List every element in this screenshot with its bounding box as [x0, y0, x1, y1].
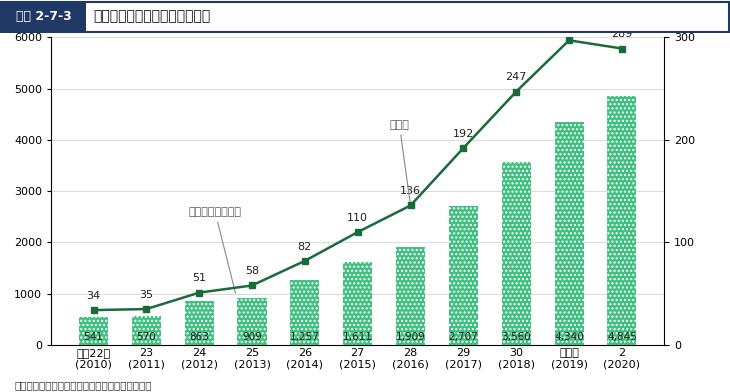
Bar	[237, 298, 266, 345]
Text: 110: 110	[347, 213, 368, 223]
FancyBboxPatch shape	[1, 2, 729, 32]
Bar	[132, 316, 161, 345]
Text: 資料：財務省「貿易統計」を基に農林水産省作成: 資料：財務省「貿易統計」を基に農林水産省作成	[15, 380, 152, 390]
Text: 34: 34	[86, 291, 101, 301]
Text: 1,257: 1,257	[290, 332, 320, 342]
FancyBboxPatch shape	[2, 3, 86, 31]
Text: 909: 909	[242, 332, 262, 342]
Text: 863: 863	[189, 332, 209, 342]
Bar	[502, 162, 531, 345]
Bar	[607, 96, 637, 345]
Text: 我が国の牛肉の輸出量と輸出額: 我が国の牛肉の輸出量と輸出額	[93, 10, 211, 24]
Text: 35: 35	[139, 290, 153, 300]
Text: 4,340: 4,340	[554, 332, 584, 342]
Bar	[185, 301, 214, 345]
Bar	[396, 247, 425, 345]
Text: 輸出額（右目盛）: 輸出額（右目盛）	[188, 207, 242, 293]
Text: 4,845: 4,845	[607, 332, 637, 342]
Bar	[449, 206, 478, 345]
Bar	[343, 262, 372, 345]
Text: 58: 58	[245, 266, 259, 276]
Text: 2,707: 2,707	[448, 332, 478, 342]
Text: t: t	[2, 9, 7, 22]
Text: 136: 136	[400, 186, 421, 196]
Text: 51: 51	[192, 273, 206, 283]
Text: 輸出量: 輸出量	[389, 120, 410, 203]
Text: 297: 297	[558, 21, 580, 31]
Bar	[79, 317, 108, 345]
Text: 192: 192	[453, 129, 474, 139]
Text: 図表 2-7-3: 図表 2-7-3	[16, 10, 72, 23]
Text: 541: 541	[83, 332, 104, 342]
Text: 3,560: 3,560	[502, 332, 531, 342]
Text: 289: 289	[611, 29, 633, 39]
Text: 1,909: 1,909	[396, 332, 426, 342]
Text: 570: 570	[137, 332, 156, 342]
Text: 247: 247	[506, 73, 527, 82]
Text: 82: 82	[298, 241, 312, 252]
Text: 1,611: 1,611	[343, 332, 372, 342]
Text: 億円: 億円	[710, 9, 726, 22]
Bar	[291, 281, 320, 345]
Bar	[555, 122, 583, 345]
